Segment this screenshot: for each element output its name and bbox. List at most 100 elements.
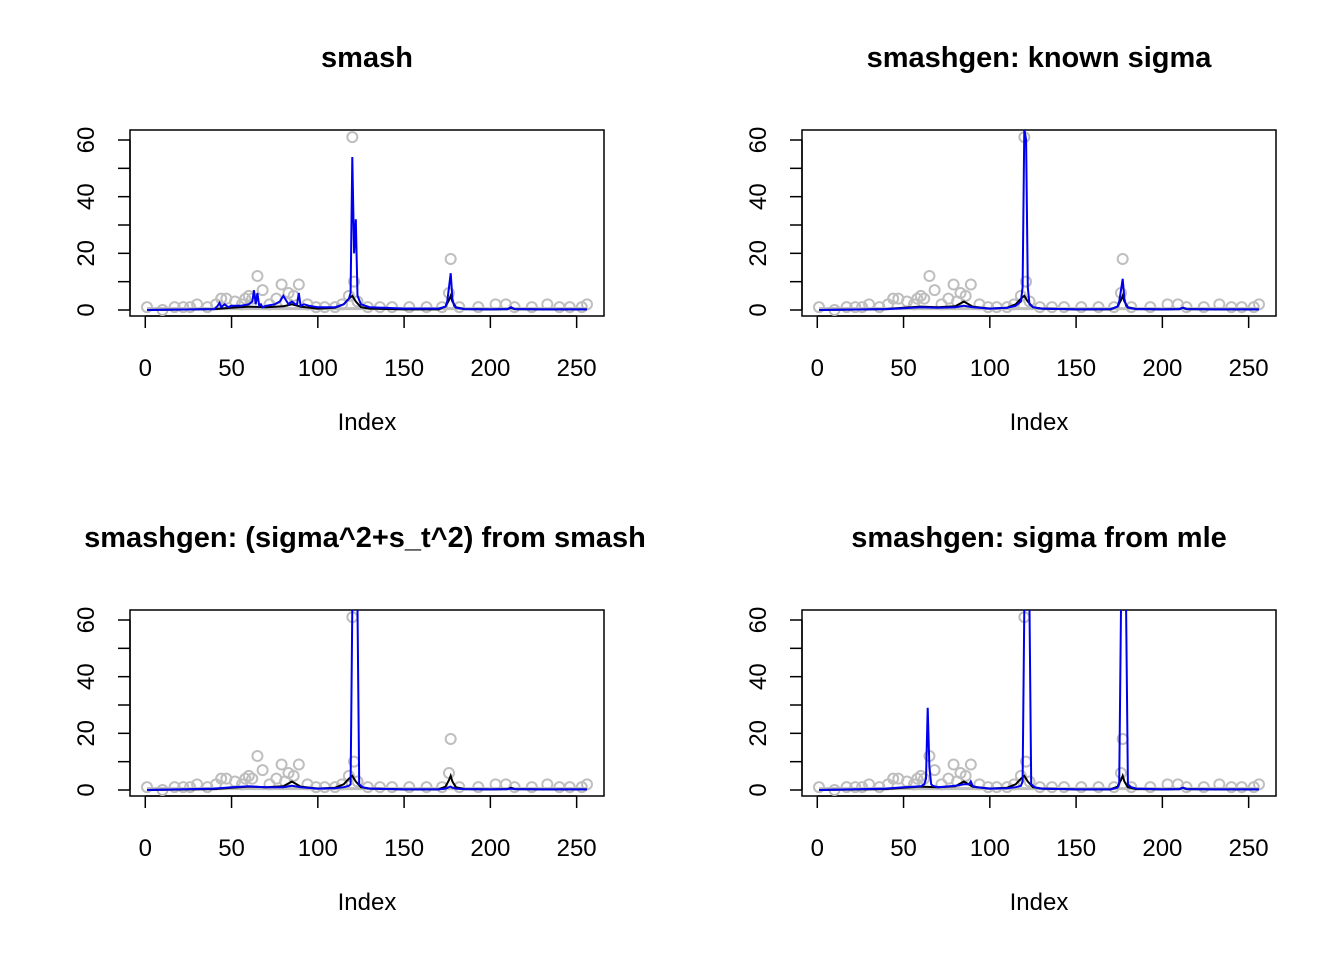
x-tick-label: 100 [970, 355, 1010, 382]
panel-2: smashgen: known sigma 0 50 100 150 200 250 0 20 4… [745, 42, 1277, 436]
x-tick-label: 0 [811, 355, 824, 382]
x-tick-label: 150 [1056, 835, 1096, 862]
data-point [287, 769, 300, 782]
y-tick-label: 0 [745, 303, 772, 316]
data-point [1114, 767, 1127, 779]
data-point [275, 278, 288, 291]
estimate-line [818, 610, 1259, 791]
data-point [348, 275, 361, 288]
data-point [215, 772, 228, 785]
y-tick-label: 60 [745, 607, 772, 634]
data-point [947, 278, 960, 291]
y-tick-label: 40 [745, 183, 772, 210]
estimate-line [146, 610, 587, 791]
y-tick-label: 20 [745, 720, 772, 747]
y-tick-label: 0 [73, 783, 100, 796]
data-point [923, 270, 936, 282]
y-tick-label: 0 [745, 783, 772, 796]
y-tick-label: 60 [73, 127, 100, 154]
y-tick-label: 40 [745, 663, 772, 690]
plot-data [813, 130, 1265, 316]
plot-frame [801, 129, 1277, 317]
plot-data [813, 610, 1265, 796]
x-tick-label: 200 [470, 355, 510, 382]
data-point [911, 772, 924, 785]
data-point [256, 284, 269, 297]
data-point [292, 758, 305, 771]
data-point [342, 289, 355, 302]
data-point [959, 289, 972, 302]
data-point [887, 292, 900, 305]
data-point [239, 292, 252, 305]
estimate-line [818, 130, 1259, 311]
data-point [1116, 253, 1129, 265]
y-tick-label: 20 [745, 240, 772, 267]
x-axis-label: Index [1010, 889, 1069, 916]
x-tick-label: 250 [557, 355, 597, 382]
data-point [246, 772, 259, 785]
data-point [251, 750, 264, 762]
data-point [346, 131, 359, 144]
x-tick-label: 100 [298, 355, 338, 382]
y-tick-label: 20 [73, 240, 100, 267]
x-tick-label: 150 [384, 835, 424, 862]
data-point [256, 764, 269, 777]
data-point [964, 278, 977, 291]
x-tick-label: 0 [811, 835, 824, 862]
data-point [928, 284, 941, 297]
x-tick-label: 50 [890, 835, 917, 862]
x-tick-label: 0 [139, 835, 152, 862]
plot-frame [129, 129, 605, 317]
x-tick-label: 150 [384, 355, 424, 382]
plot-data [141, 131, 593, 316]
x-tick-label: 150 [1056, 355, 1096, 382]
x-tick-label: 250 [557, 835, 597, 862]
data-point [914, 289, 927, 302]
data-point [887, 772, 900, 785]
x-axis-label: Index [338, 889, 397, 916]
panel-title: smashgen: (sigma^2+s_t^2) from smash [84, 522, 646, 554]
data-point [964, 758, 977, 771]
x-tick-label: 50 [218, 835, 245, 862]
data-point [292, 278, 305, 291]
data-point [1023, 775, 1036, 788]
panel-3: smashgen: (sigma^2+s_t^2) from smash 0 50 1… [73, 522, 646, 916]
data-point [928, 764, 941, 777]
data-point [918, 292, 931, 305]
panel-1: smash 0 50 100 150 200 250 0 20 40 60 Index [73, 42, 605, 436]
plot-frame [801, 609, 1277, 797]
data-point [442, 767, 455, 779]
y-tick-label: 0 [73, 303, 100, 316]
y-tick-label: 60 [73, 607, 100, 634]
x-tick-label: 100 [298, 835, 338, 862]
x-axis-label: Index [1010, 409, 1069, 436]
x-tick-label: 250 [1229, 355, 1269, 382]
y-tick-label: 40 [73, 663, 100, 690]
data-point [1020, 275, 1033, 288]
data-point [242, 769, 255, 782]
estimate-line [146, 156, 587, 311]
data-point [275, 758, 288, 771]
plot-frame [129, 609, 605, 797]
data-point [342, 769, 355, 782]
x-tick-label: 50 [890, 355, 917, 382]
y-tick-label: 60 [745, 127, 772, 154]
x-tick-label: 0 [139, 355, 152, 382]
x-tick-label: 200 [1142, 835, 1182, 862]
panel-title: smashgen: sigma from mle [851, 522, 1227, 554]
panel-4: smashgen: sigma from mle 0 50 100 150 200 250 0… [745, 522, 1277, 916]
data-point [959, 769, 972, 782]
x-tick-label: 50 [218, 355, 245, 382]
panel-title: smash [321, 42, 413, 74]
x-tick-label: 200 [470, 835, 510, 862]
data-point [911, 292, 924, 305]
x-axis-label: Index [338, 409, 397, 436]
x-tick-label: 250 [1229, 835, 1269, 862]
x-tick-label: 100 [970, 835, 1010, 862]
y-tick-label: 20 [73, 720, 100, 747]
data-point [444, 733, 457, 745]
y-tick-label: 40 [73, 183, 100, 210]
x-tick-label: 200 [1142, 355, 1182, 382]
data-point [444, 253, 457, 265]
